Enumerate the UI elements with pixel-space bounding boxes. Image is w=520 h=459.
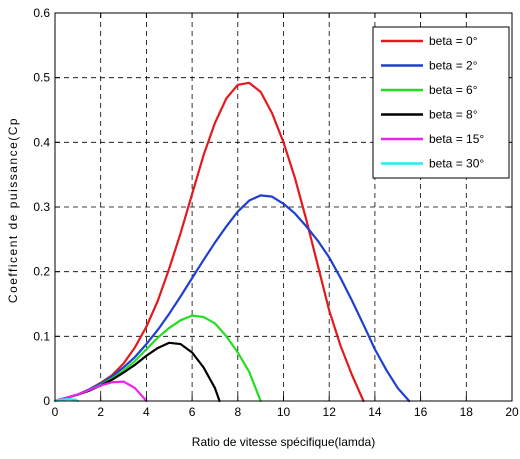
legend-label: beta = 15°	[429, 132, 484, 146]
legend-label: beta = 0°	[429, 34, 478, 48]
legend-box	[372, 26, 510, 179]
y-axis-label: Coefficent de puissance(Cp	[6, 117, 20, 303]
legend-label: beta = 6°	[429, 83, 478, 97]
x-tick-label: 6	[189, 405, 196, 419]
series-layer	[53, 81, 411, 403]
legend-item: beta = 0°	[381, 34, 478, 48]
legend-item: beta = 2°	[381, 59, 478, 73]
legend-item: beta = 8°	[381, 108, 478, 122]
x-tick-labels: 0 2 4 6 8 10 12 14 16 18 20	[52, 405, 519, 419]
legend: beta = 0° beta = 2° beta = 6° beta = 8° beta…	[372, 26, 510, 179]
y-tick-label: 0	[43, 394, 50, 408]
x-tick-label: 0	[52, 405, 59, 419]
legend-label: beta = 30°	[429, 157, 484, 171]
x-tick-label: 20	[505, 405, 519, 419]
y-tick-label: 0.4	[33, 135, 50, 149]
y-tick-label: 0.6	[33, 6, 50, 20]
y-tick-labels: 0 0.1 0.2 0.3 0.4 0.5 0.6	[33, 6, 50, 408]
x-tick-label: 10	[277, 405, 291, 419]
series-line-1	[53, 194, 411, 403]
x-tick-label: 12	[323, 405, 337, 419]
legend-item: beta = 15°	[381, 132, 484, 146]
series-line-5	[53, 397, 79, 403]
legend-label: beta = 8°	[429, 108, 478, 122]
y-tick-label: 0.1	[33, 329, 50, 343]
series-line-4	[53, 380, 148, 403]
y-tick-label: 0.3	[33, 200, 50, 214]
y-tick-label: 0.5	[33, 71, 50, 85]
legend-item: beta = 30°	[381, 157, 484, 171]
x-tick-label: 2	[97, 405, 104, 419]
legend-items: beta = 0° beta = 2° beta = 6° beta = 8° beta…	[381, 34, 484, 171]
x-tick-label: 16	[414, 405, 428, 419]
x-tick-label: 4	[143, 405, 150, 419]
x-tick-label: 14	[368, 405, 382, 419]
x-tick-label: 8	[234, 405, 241, 419]
legend-item: beta = 6°	[381, 83, 478, 97]
x-tick-label: 18	[460, 405, 474, 419]
x-axis-label: Ratio de vitesse spécifique(lamda)	[192, 435, 375, 449]
y-tick-label: 0.2	[33, 265, 50, 279]
legend-label: beta = 2°	[429, 59, 478, 73]
ticks	[54, 12, 513, 402]
